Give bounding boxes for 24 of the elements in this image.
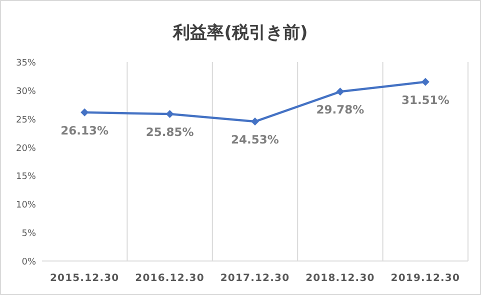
- data-label: 29.78%: [316, 102, 365, 117]
- y-tick-label: 15%: [16, 172, 36, 182]
- y-tick-label: 35%: [16, 58, 36, 68]
- point: [421, 78, 430, 86]
- data-label: 31.51%: [401, 92, 450, 107]
- y-tick-label: 20%: [16, 144, 36, 154]
- y-tick-label: 30%: [16, 86, 36, 97]
- data-label: 26.13%: [60, 123, 110, 138]
- x-tick-label: 2018.12.30: [306, 273, 375, 284]
- point: [336, 88, 344, 96]
- point: [251, 118, 259, 126]
- x-tick-label: 2015.12.30: [50, 273, 120, 284]
- x-tick-label: 2016.12.30: [135, 273, 204, 284]
- x-tick-label: 2017.12.30: [220, 273, 290, 284]
- point: [166, 110, 174, 118]
- y-tick-label: 25%: [16, 115, 36, 126]
- chart-title: 利益率(税引き前): [172, 23, 308, 43]
- y-tick-label: 5%: [22, 229, 36, 240]
- point: [80, 108, 89, 116]
- y-tick-label: 0%: [22, 258, 36, 268]
- y-tick-label: 10%: [16, 200, 36, 211]
- data-label: 25.85%: [146, 125, 194, 140]
- data-label: 24.53%: [231, 132, 280, 147]
- x-tick-label: 2019.12.30: [390, 273, 460, 284]
